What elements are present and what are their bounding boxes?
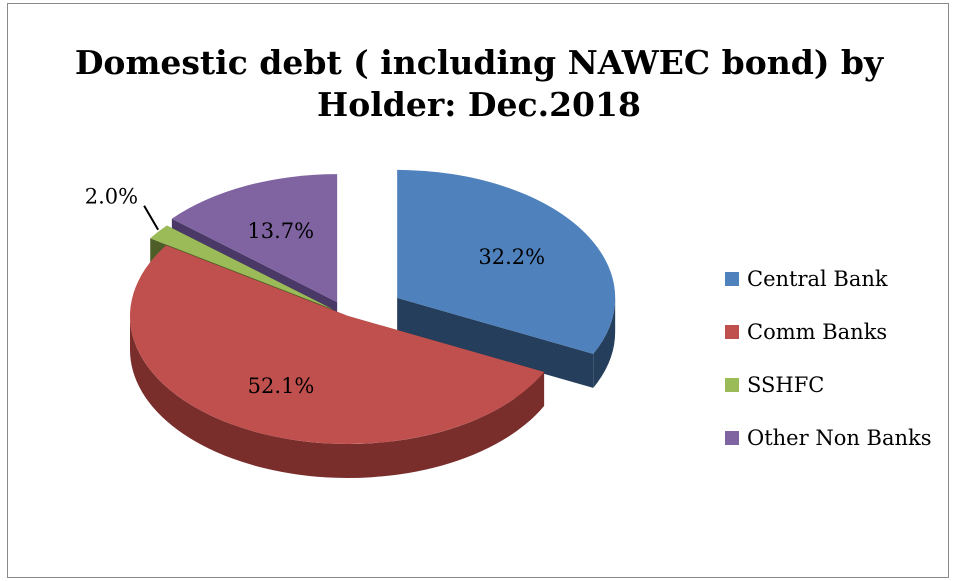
slice-central-bank xyxy=(397,169,616,354)
legend-swatch-central-bank xyxy=(725,272,739,286)
chart-title-line-2: Holder: Dec.2018 xyxy=(317,85,641,124)
legend-swatch-other-non-banks xyxy=(725,431,739,445)
legend-item-sshfc: SSHFC xyxy=(725,372,932,398)
slice-wall-central-bank-1 xyxy=(397,297,594,388)
chart-legend: Central Bank Comm Banks SSHFC Other Non … xyxy=(725,266,932,478)
legend-swatch-sshfc xyxy=(725,378,739,392)
legend-item-other-non-banks: Other Non Banks xyxy=(725,425,932,451)
pie-label-layer: 32.2% 52.1% 2.0% 13.7% xyxy=(85,185,545,398)
pie-top-layer xyxy=(130,169,616,444)
legend-label-sshfc: SSHFC xyxy=(747,373,825,397)
legend-label-central-bank: Central Bank xyxy=(747,267,888,291)
leader-line-sshfc xyxy=(143,205,159,231)
legend-label-comm-banks: Comm Banks xyxy=(747,320,888,344)
pie-chart: 32.2% 52.1% 2.0% 13.7% xyxy=(85,169,616,478)
slice-sshfc xyxy=(150,225,333,309)
slice-side-central-bank xyxy=(593,297,616,388)
data-label-central-bank: 32.2% xyxy=(478,245,545,269)
legend-swatch-comm-banks xyxy=(725,325,739,339)
data-label-other-non-banks: 13.7% xyxy=(247,219,314,243)
legend-label-other-non-banks: Other Non Banks xyxy=(747,426,932,450)
chart-frame: Domestic debt ( including NAWEC bond) by… xyxy=(7,3,949,578)
legend-item-comm-banks: Comm Banks xyxy=(725,319,932,345)
slice-other-non-banks xyxy=(171,174,338,303)
data-label-comm-banks: 52.1% xyxy=(248,374,315,398)
slice-side-comm-banks xyxy=(130,316,545,478)
slice-comm-banks xyxy=(130,245,545,444)
chart-title: Domestic debt ( including NAWEC bond) by… xyxy=(8,42,950,126)
data-label-sshfc: 2.0% xyxy=(85,185,138,209)
chart-title-line-1: Domestic debt ( including NAWEC bond) by xyxy=(74,43,884,82)
legend-item-central-bank: Central Bank xyxy=(725,266,932,292)
